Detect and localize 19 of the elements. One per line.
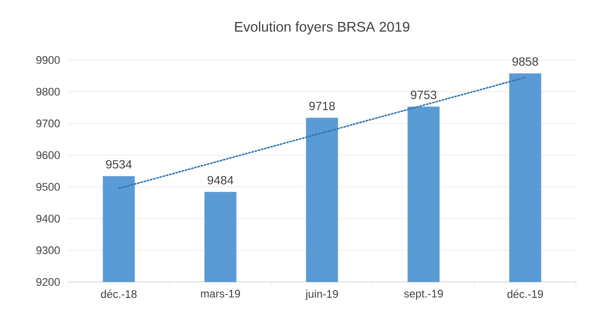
data-label: 9858: [512, 57, 538, 66]
y-tick-label: 9700: [36, 120, 60, 128]
y-tick-label: 9200: [36, 278, 60, 286]
x-tick-label: sept.-19: [404, 290, 443, 300]
y-tick-label: 9600: [36, 151, 60, 160]
data-label: 9718: [309, 102, 335, 110]
y-tick-label: 9300: [36, 246, 60, 254]
data-label: 9534: [106, 160, 132, 169]
y-tick-label: 9900: [36, 56, 60, 64]
x-tick-label: déc.-19: [507, 290, 543, 298]
data-label: 9753: [410, 90, 436, 100]
data-label: 9484: [208, 176, 234, 184]
y-tick-label: 9500: [36, 182, 60, 191]
chart-title: Evolution foyers BRSA 2019: [235, 22, 410, 34]
y-tick-label: 9800: [36, 88, 60, 96]
x-tick-label: juin-19: [305, 290, 338, 300]
x-tick-label: déc.-18: [100, 290, 137, 298]
y-tick-label: 9400: [36, 214, 60, 222]
x-tick-label: mars-19: [201, 290, 240, 298]
